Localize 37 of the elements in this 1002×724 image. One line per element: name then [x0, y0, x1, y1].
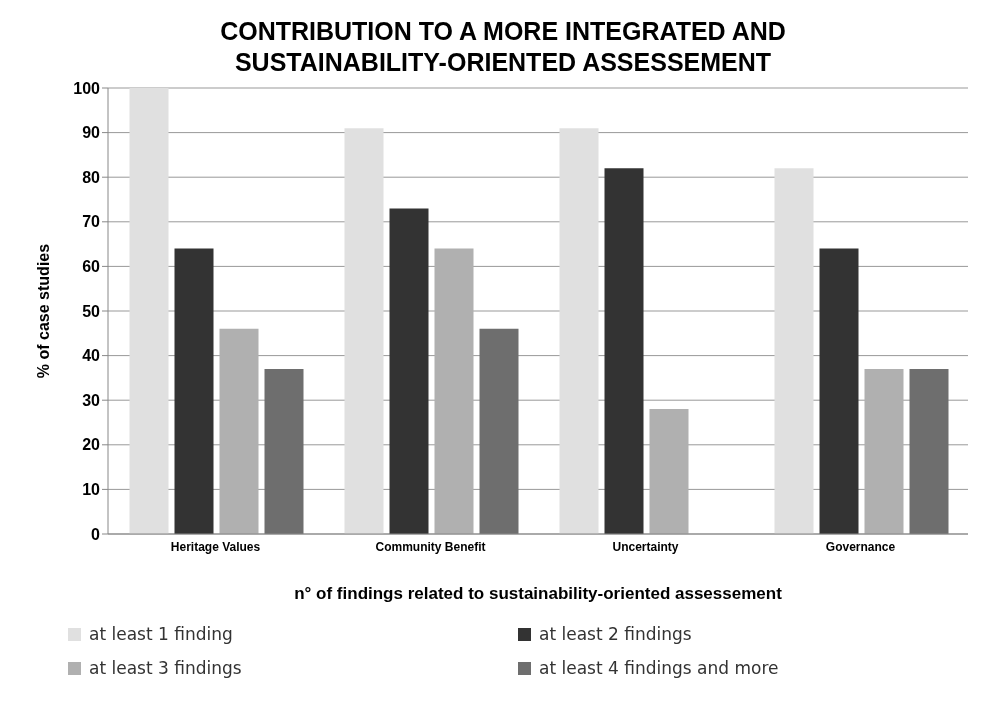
- bar: [174, 248, 214, 534]
- bar: [559, 128, 599, 534]
- bar: [604, 168, 644, 534]
- y-tick-label: 30: [82, 391, 101, 409]
- legend-label: at least 4 findings and more: [539, 658, 779, 678]
- x-tick-label: Heritage Values: [170, 539, 261, 554]
- y-tick-label: 60: [82, 258, 101, 276]
- bar: [264, 368, 304, 534]
- bar: [909, 368, 949, 534]
- bar: [649, 409, 689, 534]
- y-tick-label: 20: [82, 436, 101, 454]
- x-tick-label: Governance: [825, 539, 896, 554]
- bar: [819, 248, 859, 534]
- bar: [219, 328, 259, 534]
- y-tick-label: 50: [82, 302, 101, 320]
- x-axis-title: n° of findings related to sustainability-oriented assessement: [294, 584, 783, 603]
- x-tick-label: Uncertainty: [612, 539, 679, 554]
- y-tick-label: 40: [82, 347, 101, 365]
- y-tick-label: 90: [82, 124, 101, 142]
- bar: [774, 168, 814, 534]
- bar: [864, 368, 904, 534]
- bar: [479, 328, 519, 534]
- y-tick-label: 100: [73, 79, 101, 97]
- x-tick-label: Community Benefit: [375, 539, 486, 554]
- bar: [129, 88, 169, 534]
- legend-label: at least 3 findings: [89, 658, 242, 678]
- y-tick-label: 70: [82, 213, 101, 231]
- bar: [344, 128, 384, 534]
- bar: [434, 248, 474, 534]
- y-tick-label: 0: [91, 525, 101, 543]
- y-tick-label: 10: [82, 481, 101, 499]
- y-tick-label: 80: [82, 168, 101, 186]
- y-axis-title: % of case studies: [34, 243, 52, 379]
- legend-label: at least 2 findings: [539, 624, 692, 644]
- bar: [389, 208, 429, 534]
- chart-title: CONTRIBUTION TO A MORE INTEGRATED AND SUSTAINABILITY-ORIENTED ASSESSEMENT: [219, 16, 787, 78]
- legend-label: at least 1 finding: [89, 624, 233, 644]
